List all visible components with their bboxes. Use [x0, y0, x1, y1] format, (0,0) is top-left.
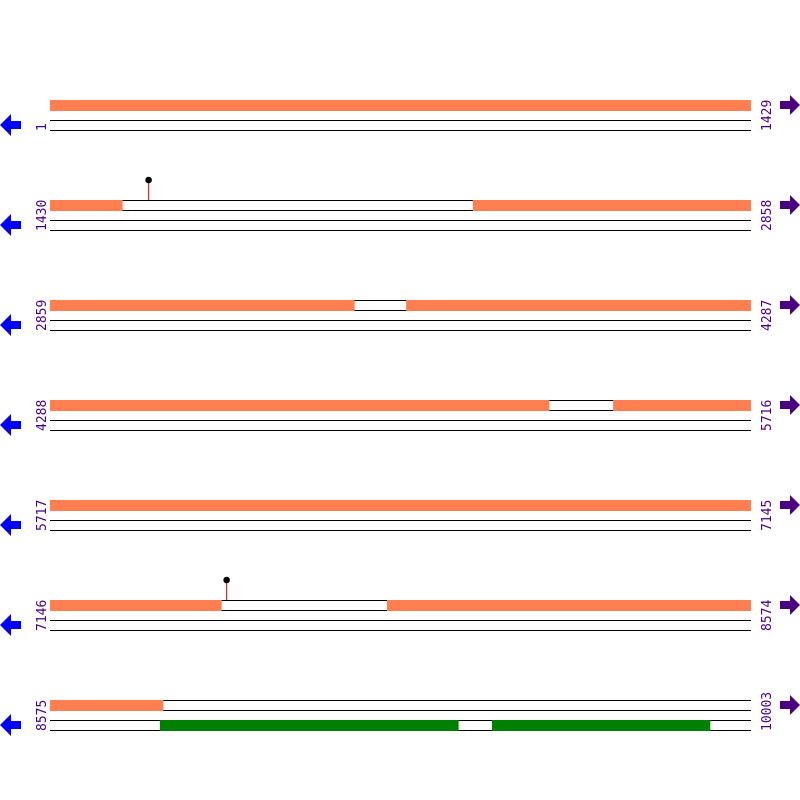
arrow-left-icon [0, 214, 21, 236]
forward-feature [50, 200, 123, 211]
map-row: 1 1429 [0, 95, 800, 136]
map-row: 4288 5716 [0, 395, 800, 436]
forward-feature [50, 500, 751, 511]
row-end-label: 7145 [760, 500, 775, 531]
map-row: 2859 4287 [0, 295, 800, 336]
row-start-label: 1 [35, 123, 50, 131]
arrow-left-icon [0, 314, 21, 336]
lollipop-head [145, 176, 152, 184]
arrow-right-icon [780, 295, 800, 315]
arrow-right-icon [780, 695, 800, 715]
row-start-label: 7146 [35, 600, 50, 631]
forward-feature [613, 400, 751, 411]
map-row: 1430 2858 [0, 176, 800, 236]
map-row: 5717 7145 [0, 495, 800, 536]
reverse-feature [491, 720, 711, 731]
row-end-label: 4287 [760, 300, 775, 331]
lollipop-head [223, 576, 230, 584]
map-row: 7146 8574 [0, 576, 800, 636]
row-start-label: 5717 [35, 500, 50, 531]
reverse-feature [159, 720, 459, 731]
forward-feature [387, 600, 751, 611]
arrow-left-icon [0, 614, 21, 636]
row-end-label: 8574 [760, 600, 775, 631]
row-end-label: 2858 [760, 200, 775, 231]
forward-feature [406, 300, 751, 311]
forward-feature [472, 200, 751, 211]
forward-feature [50, 600, 222, 611]
arrow-right-icon [780, 195, 800, 215]
arrow-right-icon [780, 95, 800, 115]
arrow-right-icon [780, 395, 800, 415]
map-row: 8575 10003 [0, 692, 800, 736]
row-end-label: 1429 [760, 100, 775, 131]
row-end-label: 5716 [760, 400, 775, 431]
row-start-label: 4288 [35, 400, 50, 431]
arrow-left-icon [0, 114, 21, 136]
row-start-label: 8575 [35, 700, 50, 731]
forward-feature [50, 300, 355, 311]
forward-feature [50, 100, 751, 111]
forward-feature [50, 400, 550, 411]
arrow-left-icon [0, 514, 21, 536]
row-end-label: 10003 [760, 692, 775, 731]
arrow-left-icon [0, 714, 21, 736]
arrow-right-icon [780, 595, 800, 615]
row-start-label: 1430 [35, 200, 50, 231]
forward-feature [50, 700, 164, 711]
arrow-right-icon [780, 495, 800, 515]
arrow-left-icon [0, 414, 21, 436]
row-start-label: 2859 [35, 300, 50, 331]
